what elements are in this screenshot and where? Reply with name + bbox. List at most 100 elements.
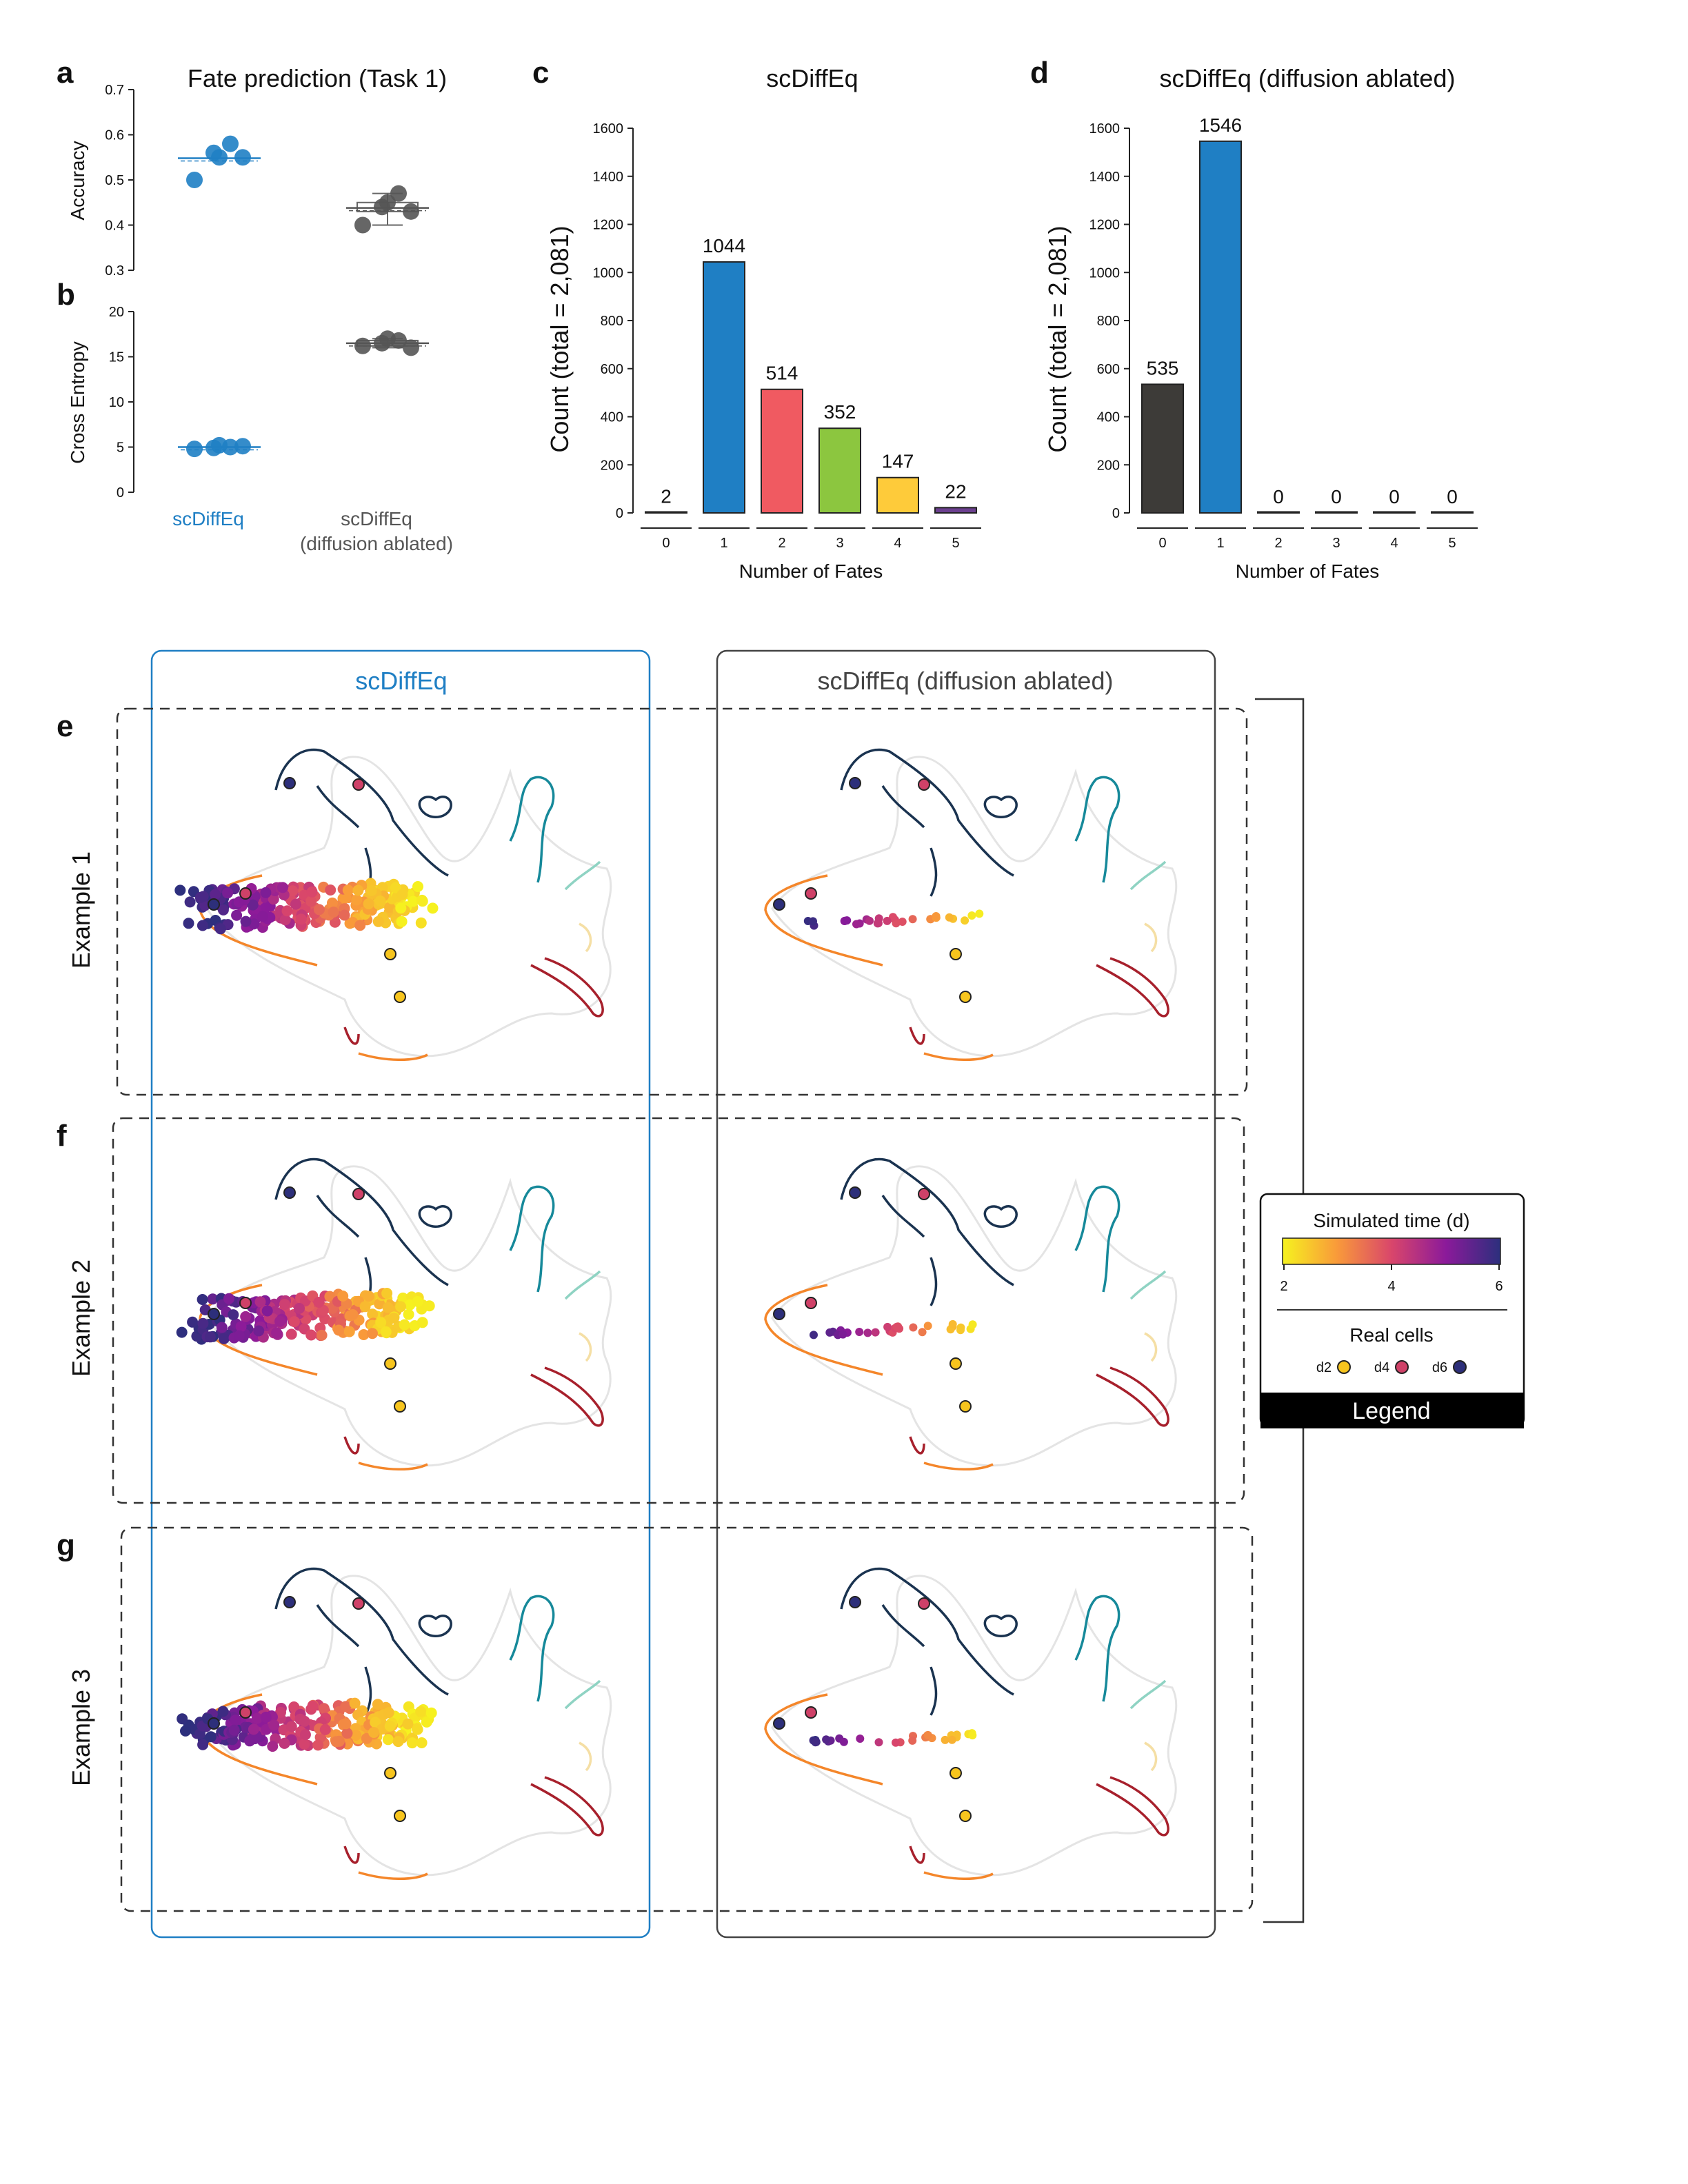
lineage-mint <box>1129 860 1167 891</box>
simulated-cell <box>341 1728 353 1739</box>
fates-chart-d-title: scDiffEq (diffusion ablated) <box>1160 64 1456 92</box>
colorbar-tick-6: 6 <box>1495 1279 1503 1294</box>
simulated-cell <box>197 1294 208 1305</box>
simulated-cell <box>349 1697 361 1709</box>
data-point-panel-a-1-4 <box>374 199 390 216</box>
panel-label-b: b <box>57 278 75 312</box>
simulated-cell <box>947 1735 956 1744</box>
simulated-cell <box>218 1333 230 1344</box>
simulated-cell <box>279 914 291 926</box>
panel-label-f: f <box>57 1119 67 1153</box>
real-cell-1 <box>239 1297 252 1309</box>
lineage-cream <box>1144 1741 1158 1772</box>
y-tick-panel-c: 1000 <box>593 265 624 281</box>
simulated-cell <box>968 1320 977 1329</box>
panel-label-g: g <box>57 1528 75 1562</box>
simulated-cell <box>177 1713 188 1725</box>
simulated-cell <box>402 1718 414 1730</box>
real-cell-5 <box>283 777 296 789</box>
simulated-cell <box>923 1730 932 1739</box>
simulated-cell <box>363 898 374 909</box>
y-tick-panel-c: 400 <box>601 410 623 425</box>
simulated-cell <box>863 1328 872 1337</box>
real-cell-d4-label: d4 <box>1374 1360 1389 1375</box>
lineage-mint <box>564 1679 601 1710</box>
simulated-cell <box>941 1735 950 1744</box>
x-tick-panel-d-5: 5 <box>1448 536 1456 551</box>
simulated-cell <box>892 919 901 928</box>
simulated-cell <box>228 1724 240 1736</box>
simulated-cell <box>956 1323 965 1332</box>
bar-value-label-panel-d-5: 0 <box>1447 486 1458 507</box>
simulated-cell <box>855 1328 864 1336</box>
simulated-cell <box>240 916 252 927</box>
bar-panel-c-0 <box>645 511 687 514</box>
simulated-cell <box>359 1301 371 1313</box>
lineage-teal <box>509 1595 555 1702</box>
simulated-cell <box>370 1717 381 1728</box>
lineage-navy-loop <box>418 1205 452 1228</box>
simulated-cell <box>342 884 354 896</box>
simulated-cell <box>222 887 234 899</box>
lineage-orange <box>764 1284 994 1471</box>
panel-label-a: a <box>57 56 74 90</box>
real-cell-1 <box>805 887 817 900</box>
umap-embeddings <box>174 748 1178 1881</box>
colorbar-title: Simulated time (d) <box>1313 1210 1469 1231</box>
lineage-navy-loop <box>983 796 1018 818</box>
fates-bar-chart-scdiffeq: scDiffEq Count (total = 2,081) Number of… <box>545 64 981 582</box>
simulated-cell <box>372 916 384 927</box>
simulated-cell <box>184 896 196 908</box>
umap-grid: scDiffEq scDiffEq (diffusion ablated) Ex… <box>67 649 1305 1939</box>
simulated-cell <box>382 1302 394 1313</box>
simulated-cell <box>337 1291 349 1302</box>
simulated-cell <box>306 886 318 898</box>
bar-panel-d-4 <box>1373 511 1416 514</box>
simulated-cell <box>415 917 427 929</box>
simulated-cell <box>288 1701 300 1712</box>
real-cell-5 <box>849 777 861 789</box>
simulated-cell <box>197 891 209 902</box>
simulated-cell <box>294 1302 305 1314</box>
simulated-cell <box>260 1711 272 1723</box>
real-cell-0 <box>208 898 220 911</box>
simulated-cell <box>340 1718 352 1730</box>
real-cell-5 <box>849 1186 861 1199</box>
manifold-outline <box>771 1165 1178 1467</box>
lineage-mint <box>1129 1270 1167 1300</box>
data-point-panel-b-1-2 <box>390 332 407 349</box>
simulated-cell <box>328 907 339 918</box>
colorbar-tick-2: 2 <box>1280 1279 1287 1294</box>
simulated-cell <box>406 1737 418 1749</box>
y-tick-panel-d: 1200 <box>1089 218 1121 233</box>
y-tick-panel-d: 200 <box>1097 458 1120 473</box>
simulated-cell <box>312 1739 324 1751</box>
real-cell-3 <box>394 1810 406 1822</box>
simulated-cell <box>174 884 186 896</box>
bar-panel-c-5 <box>934 507 977 514</box>
simulated-cell <box>396 916 408 927</box>
simulated-cell <box>176 1326 188 1338</box>
simulated-cell <box>898 918 907 926</box>
simulated-cell <box>299 1715 310 1727</box>
simulated-cell <box>425 1707 437 1719</box>
simulated-cell <box>421 1716 432 1728</box>
lineage-orange <box>764 874 994 1062</box>
x-tick-panel-d-4: 4 <box>1390 536 1398 551</box>
simulated-cell <box>217 1706 229 1717</box>
data-point-panel-b-0-2 <box>222 438 239 456</box>
simulated-cell <box>427 902 439 914</box>
simulated-cell <box>214 923 226 935</box>
panel-label-c: c <box>532 56 549 90</box>
fates-chart-c-xlabel: Number of Fates <box>739 560 883 582</box>
real-cell-d2-marker <box>1337 1360 1351 1374</box>
simulated-cell <box>856 1735 865 1743</box>
data-point-panel-b-0-0 <box>186 441 203 458</box>
umap-panel-r3-c2 <box>764 1567 1178 1881</box>
simulated-cell <box>267 1741 279 1752</box>
y-tick-panel-b: 5 <box>117 441 124 456</box>
y-tick-panel-d: 1000 <box>1089 265 1121 281</box>
simulated-cell <box>415 1706 427 1717</box>
panel-label-e: e <box>57 709 73 743</box>
simulated-cell <box>240 1311 252 1322</box>
